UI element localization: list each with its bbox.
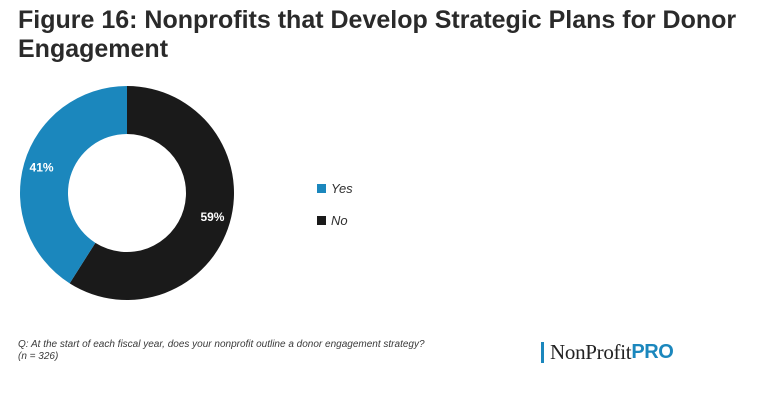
survey-footnote: Q: At the start of each fiscal year, doe… [18,339,518,363]
logo-main-text: NonProfit [550,340,632,364]
legend-swatch-no [317,215,326,225]
donut-label-no: 59% [200,210,224,224]
donut-slice-yes [20,86,127,284]
legend-item-yes: Yes [317,179,417,197]
survey-question: Q: At the start of each fiscal year, doe… [18,339,425,350]
donut-labels: 59% 41% [30,160,225,224]
legend-label-no: No [331,212,348,228]
legend-swatch-yes [317,183,326,193]
legend-item-no: No [317,211,417,229]
legend-label-yes: Yes [331,180,353,196]
logo-bar [541,341,544,363]
donut-slices [20,86,235,300]
logo-accent-text: PRO [631,341,674,363]
chart-title: Figure 16: Nonprofits that Develop Strat… [18,6,737,63]
nonprofitpro-logo: NonProfit PRO [541,339,674,365]
donut-label-yes: 41% [30,160,54,174]
donut-slice-no [69,86,235,300]
sample-size: (n = 326) [18,351,59,362]
chart-legend: Yes No [317,179,417,243]
